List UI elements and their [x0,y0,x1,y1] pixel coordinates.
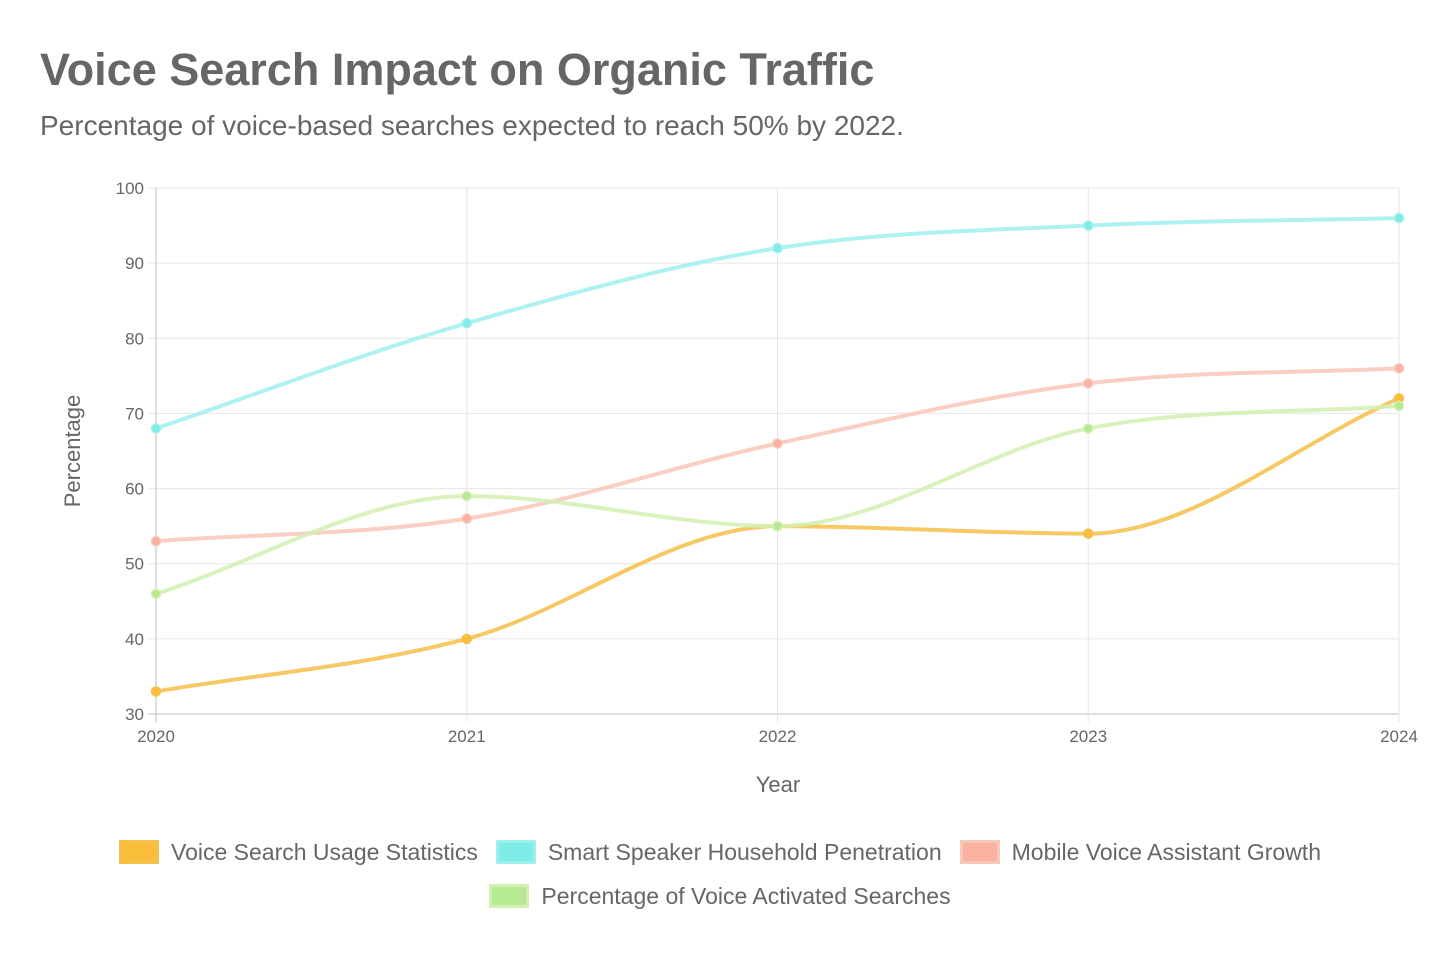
legend-item[interactable]: Percentage of Voice Activated Searches [489,878,951,914]
legend-item[interactable]: Mobile Voice Assistant Growth [959,834,1321,870]
y-tick-label: 100 [116,179,144,198]
x-tick-label: 2022 [759,727,797,746]
data-point [772,438,783,449]
legend-swatch [495,840,536,864]
series-layer [150,212,1405,697]
data-point [461,490,472,502]
data-point [461,633,472,645]
y-tick-label: 30 [125,705,144,724]
y-tick-label: 50 [125,555,144,574]
y-tick-label: 70 [125,404,144,423]
y-tick-label: 60 [125,480,144,499]
chart-subtitle: Percentage of voice-based searches expec… [40,110,904,141]
series-4 [150,400,1405,600]
data-point [1393,400,1405,412]
data-point [772,242,783,254]
x-axis-label: Year [756,772,800,797]
grid [148,187,1400,722]
series-3 [150,363,1405,547]
data-point [461,318,472,329]
axes: 30 40 50 60 70 80 90 100 2020 2021 2022 2023 2024 [116,179,1418,746]
legend-item[interactable]: Voice Search Usage Statistics [119,834,478,870]
legend-label: Mobile Voice Assistant Growth [1011,838,1321,865]
legend-swatch [119,840,159,864]
y-tick-label: 40 [125,630,144,649]
data-point [1393,212,1405,224]
chart-legend: Voice Search Usage Statistics Smart Speak… [40,834,1400,914]
data-point [772,520,783,532]
x-tick-label: 2024 [1380,727,1418,746]
data-point [150,588,162,600]
x-tick-label: 2023 [1069,727,1107,746]
data-point [150,535,162,547]
data-point [150,686,162,697]
data-point [1083,378,1094,389]
data-point [1083,220,1094,231]
legend-label: Voice Search Usage Statistics [171,838,478,865]
legend-label: Percentage of Voice Activated Searches [541,882,951,909]
legend-swatch [959,840,1000,864]
data-point [1083,423,1094,434]
x-tick-label: 2020 [137,727,175,746]
data-point [1083,528,1094,539]
x-tick-label: 2021 [448,727,486,746]
data-point [150,423,162,434]
legend-label: Smart Speaker Household Penetration [547,838,942,865]
legend-swatch [489,884,530,908]
chart-title: Voice Search Impact on Organic Traffic [40,44,875,95]
series-2 [150,212,1405,434]
y-tick-label: 90 [125,254,144,273]
data-point [461,513,472,524]
legend-item[interactable]: Smart Speaker Household Penetration [495,834,942,870]
y-axis-label: Percentage [60,395,85,508]
y-tick-label: 80 [125,329,144,348]
data-point [1393,363,1405,374]
